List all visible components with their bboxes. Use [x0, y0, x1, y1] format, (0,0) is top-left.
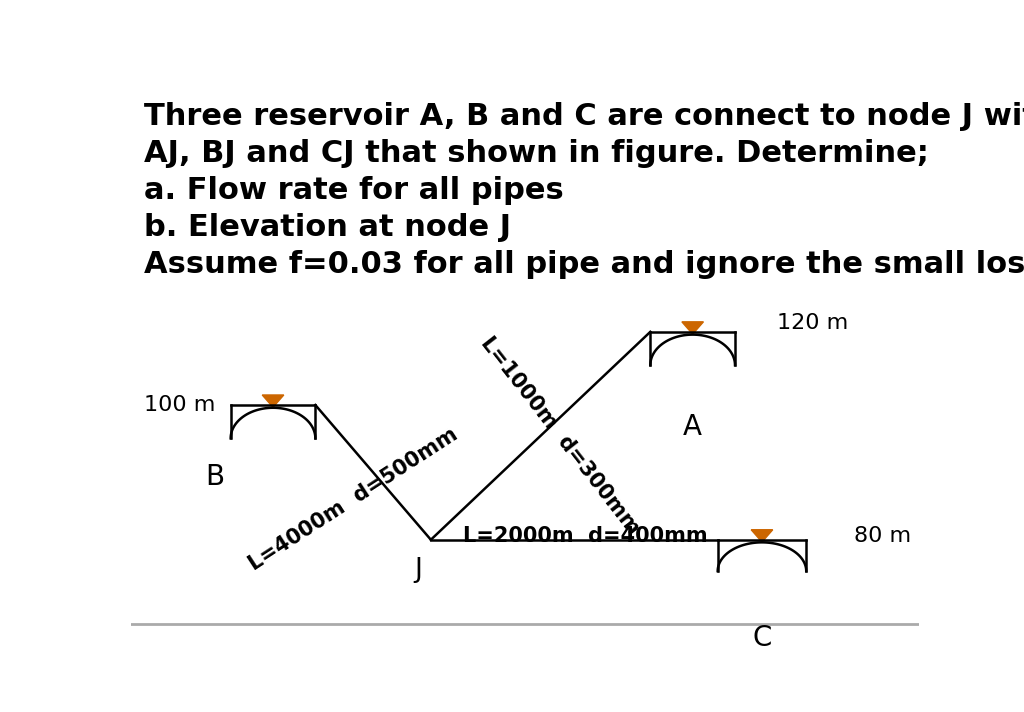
Polygon shape — [682, 322, 703, 334]
Text: B: B — [206, 463, 225, 491]
Text: L=2000m  d=400mm: L=2000m d=400mm — [463, 526, 708, 546]
Text: Three reservoir A, B and C are connect to node J with pipe: Three reservoir A, B and C are connect t… — [144, 103, 1024, 132]
Text: 100 m: 100 m — [144, 395, 216, 415]
Text: b. Elevation at node J: b. Elevation at node J — [144, 214, 512, 242]
Text: C: C — [753, 624, 772, 652]
Text: 120 m: 120 m — [777, 313, 849, 333]
Polygon shape — [262, 395, 284, 407]
Text: L=1000m  d=300mm: L=1000m d=300mm — [477, 333, 643, 538]
Text: L=4000m  d=500mm: L=4000m d=500mm — [246, 424, 462, 575]
Polygon shape — [752, 530, 773, 542]
Text: Assume f=0.03 for all pipe and ignore the small losses.: Assume f=0.03 for all pipe and ignore th… — [144, 250, 1024, 279]
Text: a. Flow rate for all pipes: a. Flow rate for all pipes — [144, 177, 564, 205]
Text: J: J — [415, 557, 423, 582]
Text: 80 m: 80 m — [854, 526, 911, 546]
Text: A: A — [683, 413, 702, 441]
Text: AJ, BJ and CJ that shown in figure. Determine;: AJ, BJ and CJ that shown in figure. Dete… — [144, 140, 930, 168]
